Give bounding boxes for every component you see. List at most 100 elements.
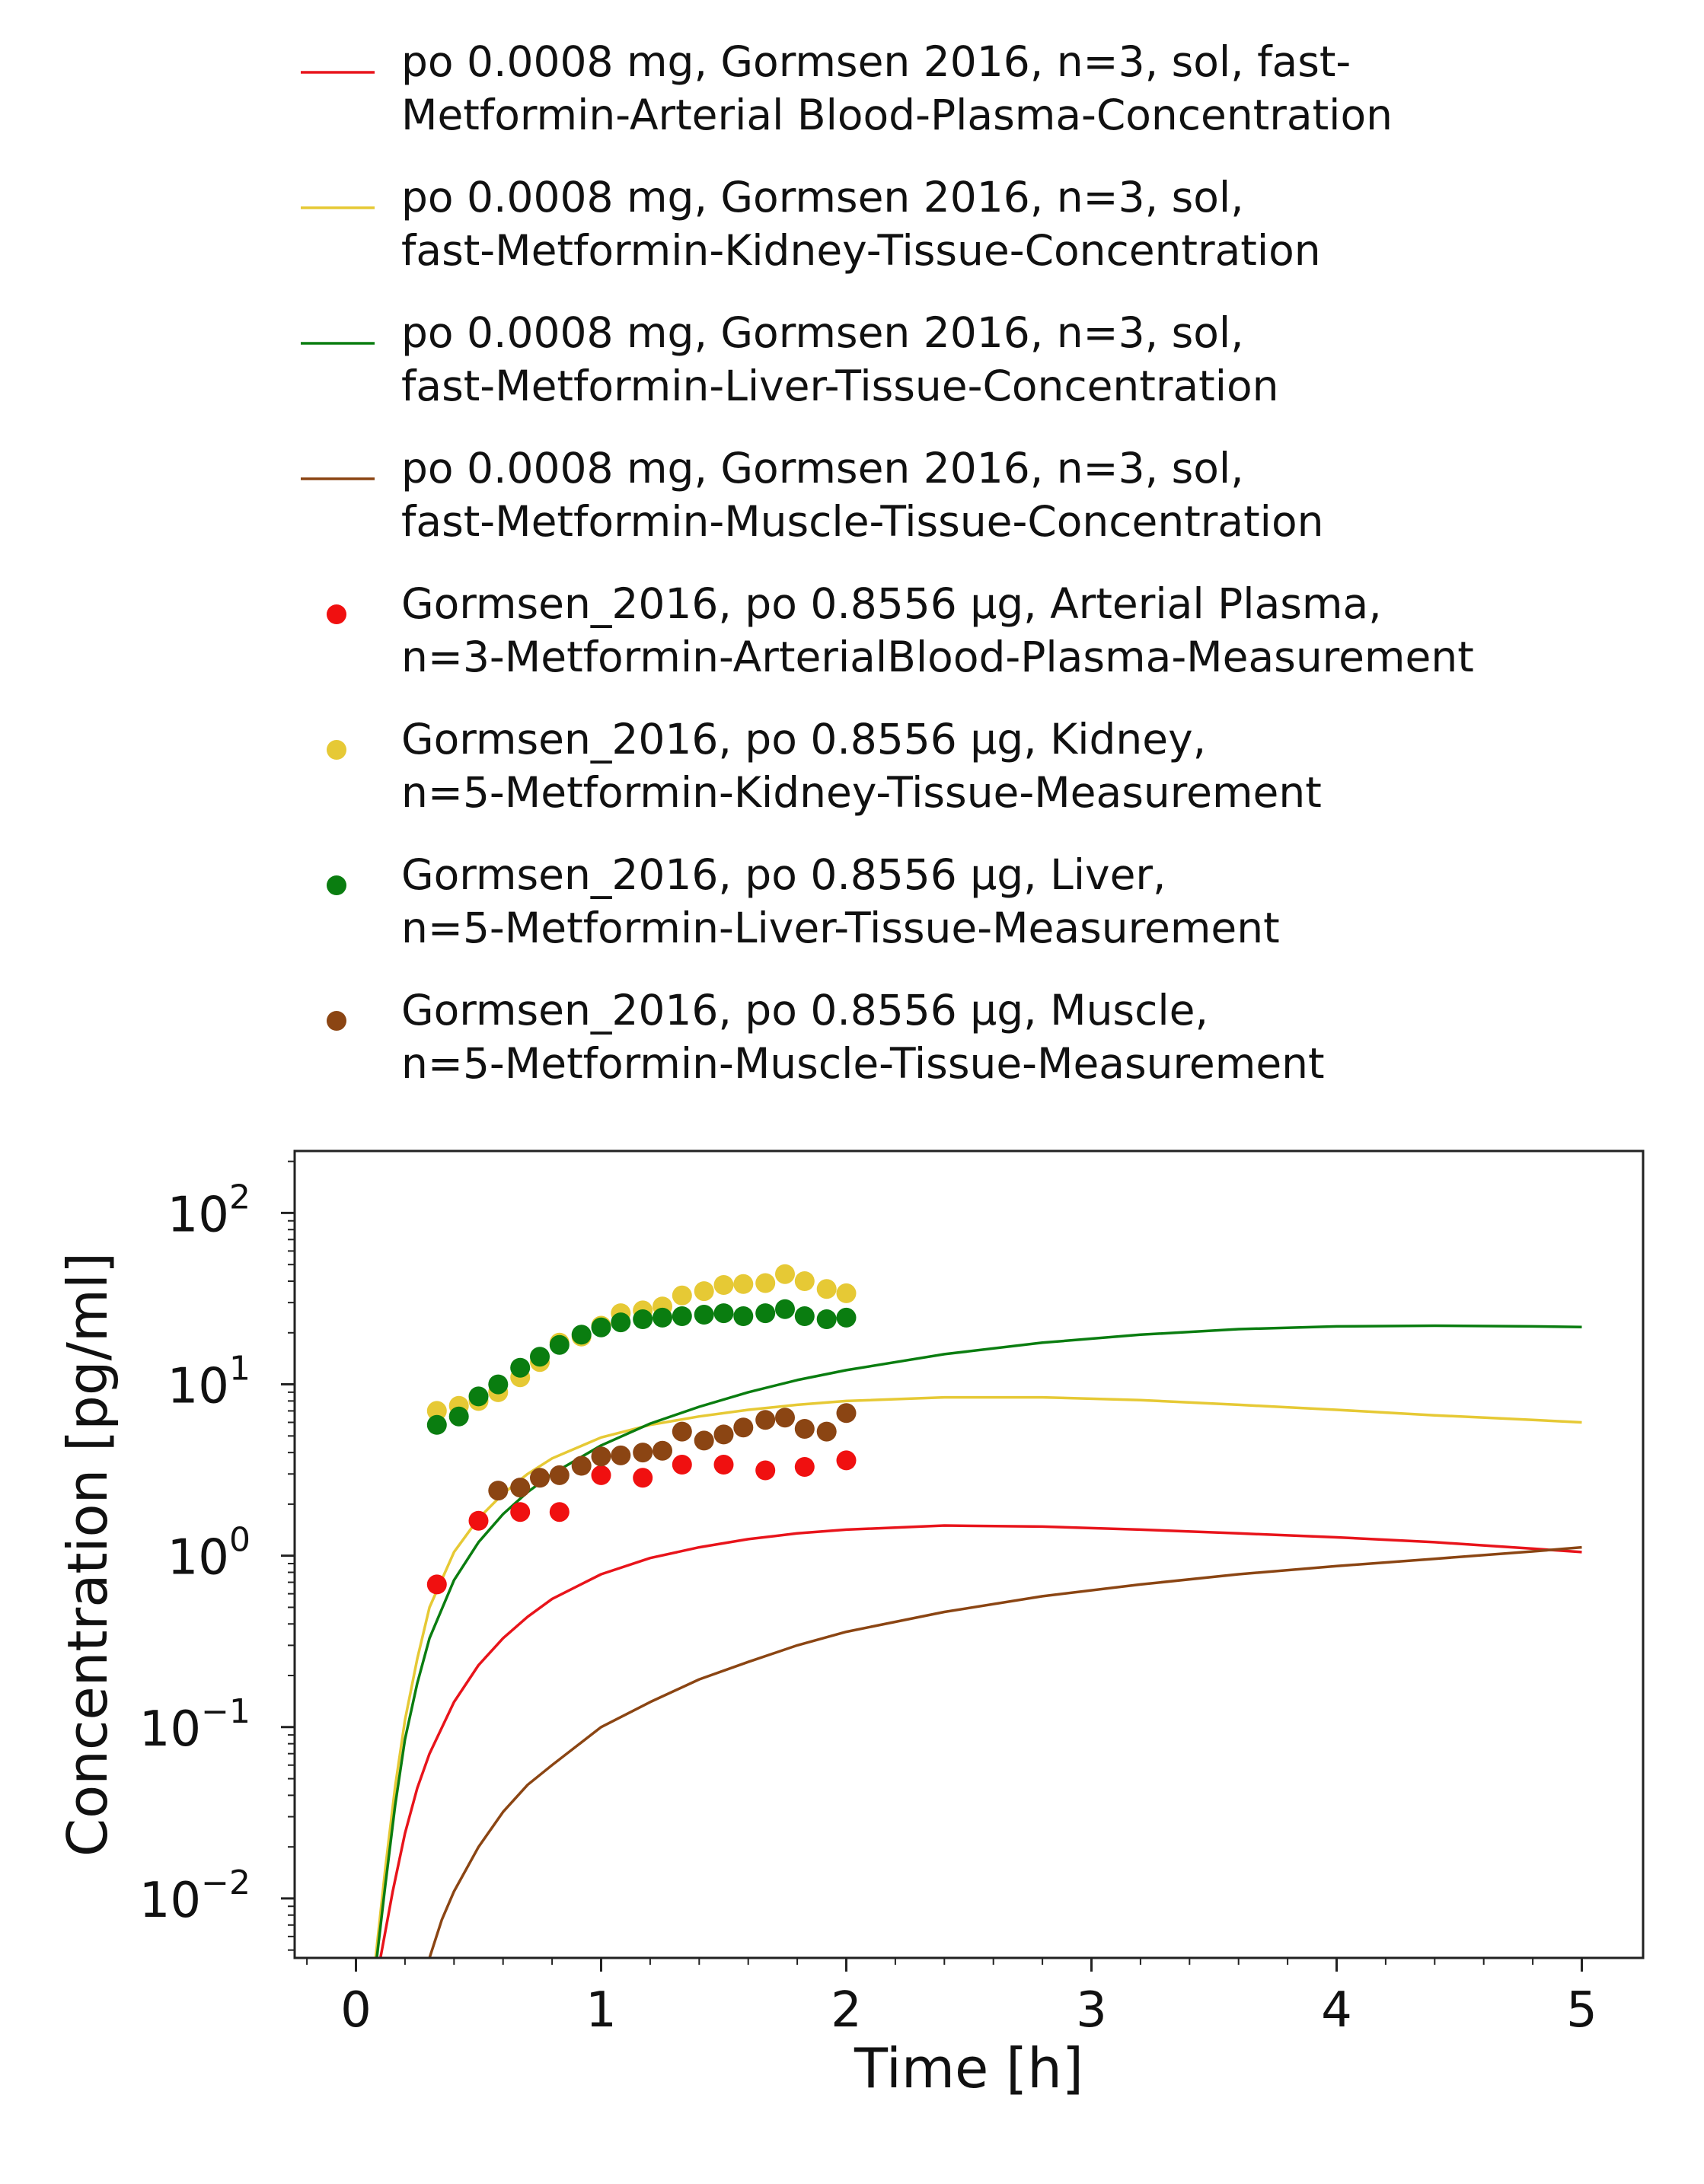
series-line-2 [375,1324,1582,1958]
data-point-4 [426,1574,447,1595]
data-point-7 [694,1430,714,1451]
y-tick-exp: −1 [201,1692,250,1731]
legend-label: Gormsen_2016, po 0.8556 µg, Muscle, [401,986,1208,1035]
data-point-7 [755,1410,776,1430]
legend-item: po 0.0008 mg, Gormsen 2016, n=3, sol,fas… [301,444,1323,546]
legend-item: Gormsen_2016, po 0.8556 µg, Muscle,n=5-M… [327,986,1325,1088]
data-point-5 [755,1273,776,1293]
data-point-7 [836,1403,857,1424]
data-point-6 [755,1303,776,1324]
data-point-6 [611,1312,631,1333]
legend-label: Gormsen_2016, po 0.8556 µg, Kidney, [401,715,1206,764]
legend-item: Gormsen_2016, po 0.8556 µg, Arterial Pla… [327,579,1474,681]
data-point-6 [775,1299,795,1319]
data-point-6 [426,1414,447,1435]
data-point-7 [530,1468,550,1488]
data-point-6 [591,1317,611,1338]
y-tick-label: 100 [168,1521,250,1586]
x-tick-label: 0 [340,1982,372,2039]
y-tick-label: 10−1 [139,1692,250,1758]
legend-marker-swatch [327,740,346,760]
x-tick-label: 3 [1076,1982,1107,2039]
x-tick-label: 4 [1321,1982,1352,2039]
data-point-7 [510,1478,531,1498]
y-tick-label: 10−2 [139,1864,250,1929]
y-tick-label: 101 [168,1350,250,1415]
data-point-6 [672,1306,692,1326]
data-point-5 [794,1271,815,1291]
data-point-5 [426,1401,447,1421]
legend-item: Gormsen_2016, po 0.8556 µg, Kidney,n=5-M… [327,715,1322,817]
legend-label: n=5-Metformin-Muscle-Tissue-Measurement [401,1039,1325,1088]
data-point-6 [713,1303,734,1324]
data-point-5 [713,1275,734,1295]
legend-label: po 0.0008 mg, Gormsen 2016, n=3, sol, fa… [401,37,1351,86]
legend-marker-swatch [327,604,346,624]
y-tick-exp: 1 [229,1350,250,1389]
data-point-7 [794,1419,815,1439]
data-point-4 [549,1502,570,1522]
y-tick-base: 10 [139,1701,201,1758]
data-point-5 [733,1274,754,1294]
x-tick-label: 2 [831,1982,862,2039]
series-line-3 [428,1545,1582,1958]
legend-label: fast-Metformin-Liver-Tissue-Concentratio… [401,362,1279,410]
legend: po 0.0008 mg, Gormsen 2016, n=3, sol, fa… [301,37,1474,1088]
x-tick-label: 1 [586,1982,617,2039]
data-point-6 [794,1306,815,1326]
legend-label: po 0.0008 mg, Gormsen 2016, n=3, sol, [401,444,1244,493]
data-point-7 [713,1424,734,1445]
data-point-6 [549,1334,570,1355]
data-point-6 [571,1325,592,1345]
legend-item: po 0.0008 mg, Gormsen 2016, n=3, sol, fa… [301,37,1393,139]
data-point-6 [488,1374,509,1395]
data-point-6 [633,1309,653,1329]
x-axis: 0 1 2 3 4 5 [306,1958,1597,2039]
data-point-4 [836,1450,857,1471]
data-point-6 [836,1307,857,1328]
data-point-6 [530,1347,550,1367]
data-point-6 [510,1357,531,1378]
data-point-4 [633,1468,653,1488]
legend-label: fast-Metformin-Muscle-Tissue-Concentrati… [401,497,1323,546]
legend-label: Metformin-Arterial Blood-Plasma-Concentr… [401,91,1393,139]
data-point-7 [591,1446,611,1467]
y-tick-base: 10 [168,1359,229,1415]
y-tick-base: 10 [139,1873,201,1929]
data-point-6 [448,1406,469,1427]
data-point-7 [549,1465,570,1485]
data-point-6 [816,1309,837,1329]
legend-item: po 0.0008 mg, Gormsen 2016, n=3, sol, fas… [301,308,1279,410]
data-point-7 [571,1455,592,1476]
data-point-5 [775,1264,795,1284]
legend-label: n=3-Metformin-ArterialBlood-Plasma-Measu… [401,633,1474,681]
data-point-5 [836,1283,857,1303]
y-tick-base: 10 [168,1187,229,1243]
x-tick-label: 5 [1566,1982,1597,2039]
y-tick-exp: 0 [229,1521,250,1560]
legend-label: Gormsen_2016, po 0.8556 µg, Arterial Pla… [401,579,1382,628]
data-point-4 [468,1510,489,1531]
legend-label: po 0.0008 mg, Gormsen 2016, n=3, sol, [401,308,1244,357]
data-point-6 [733,1306,754,1326]
legend-label: fast-Metformin-Kidney-Tissue-Concentrati… [401,226,1321,275]
legend-label: Gormsen_2016, po 0.8556 µg, Liver, [401,850,1166,899]
legend-label: n=5-Metformin-Kidney-Tissue-Measurement [401,768,1322,817]
series-line-0 [378,1524,1582,1958]
y-tick-base: 10 [168,1530,229,1586]
data-point-6 [468,1386,489,1407]
data-point-5 [672,1285,692,1306]
data-point-4 [713,1455,734,1475]
x-axis-label: Time [h] [854,2036,1083,2100]
data-point-4 [510,1502,531,1522]
data-point-5 [816,1279,837,1299]
data-point-7 [633,1443,653,1463]
y-tick-exp: 2 [229,1178,250,1216]
data-point-4 [755,1460,776,1481]
legend-item: Gormsen_2016, po 0.8556 µg, Liver, n=5-Me… [327,850,1280,952]
data-point-7 [653,1440,672,1461]
data-point-7 [672,1421,692,1442]
